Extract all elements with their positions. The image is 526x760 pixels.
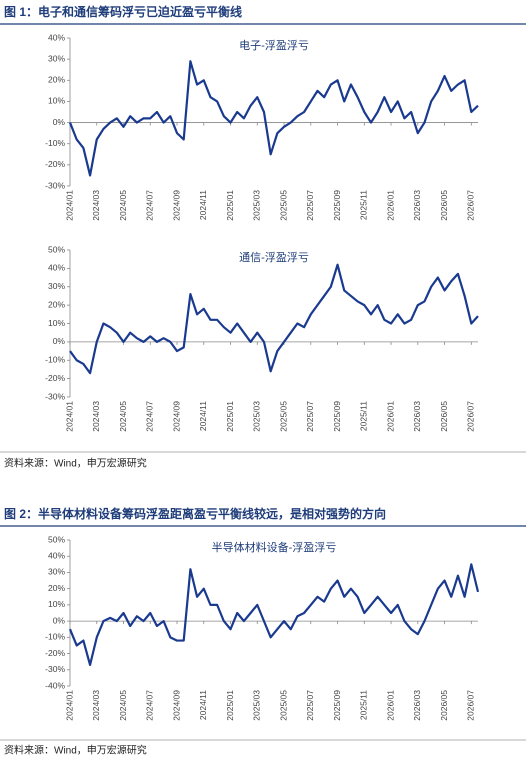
x-tick-label: 2025/03 (252, 401, 262, 432)
x-tick-label: 2025/01 (225, 690, 235, 721)
y-tick-label: 30% (48, 567, 65, 577)
y-tick-label: -20% (45, 648, 65, 658)
x-tick-label: 2024/03 (91, 190, 101, 221)
x-tick-label: 2024/01 (64, 190, 74, 221)
data-line (68, 60, 479, 177)
y-tick-label: -40% (45, 680, 65, 690)
chart-title: 通信-浮盈浮亏 (239, 251, 309, 264)
x-tick-label: 2024/11 (198, 690, 208, 720)
x-tick-label: 2026/01 (385, 190, 395, 221)
x-tick-label: 2026/07 (466, 690, 476, 721)
x-tick-label: 2024/05 (118, 690, 128, 721)
y-tick-label: 30% (48, 281, 65, 291)
x-tick-label: 2025/09 (332, 401, 342, 432)
x-tick-label: 2026/01 (385, 690, 395, 721)
x-tick-label: 2024/09 (171, 401, 181, 432)
x-tick-label: 2025/05 (278, 690, 288, 721)
y-tick-label: -20% (45, 373, 65, 383)
x-tick-label: 2025/07 (305, 190, 315, 221)
x-tick-label: 2026/03 (412, 190, 422, 221)
data-line (68, 563, 480, 667)
x-tick-label: 2024/01 (64, 690, 74, 721)
x-tick-label: 2024/11 (198, 190, 208, 220)
chart-title: 电子-浮盈浮亏 (239, 39, 309, 52)
x-tick-label: 2024/03 (91, 690, 101, 721)
y-tick-label: 0% (53, 615, 66, 625)
x-tick-label: 2024/09 (171, 690, 181, 721)
x-tick-label: 2026/07 (466, 190, 476, 221)
y-tick-label: 10% (48, 599, 65, 609)
y-tick-label: 40% (48, 550, 65, 560)
figure-caption: 图 1：电子和通信筹码浮亏已迫近盈亏平衡线 (4, 4, 242, 19)
x-tick-label: 2026/03 (412, 401, 422, 432)
figure-caption: 图 2：半导体材料设备筹码浮盈距离盈亏平衡线较远，是相对强势的方向 (4, 506, 386, 521)
y-tick-label: 40% (48, 32, 65, 42)
x-tick-label: 2025/09 (332, 190, 342, 221)
x-tick-label: 2025/03 (252, 690, 262, 721)
y-tick-label: -10% (45, 632, 65, 642)
x-tick-label: 2024/07 (145, 690, 155, 721)
y-tick-label: -20% (45, 159, 65, 169)
chart-title: 半导体材料设备-浮盈浮亏 (212, 540, 337, 554)
x-tick-label: 2025/05 (278, 401, 288, 432)
x-tick-label: 2024/05 (118, 401, 128, 432)
x-tick-label: 2025/09 (332, 690, 342, 721)
x-tick-label: 2025/01 (225, 401, 235, 432)
y-tick-label: -10% (45, 355, 65, 365)
figure-source: 资料来源：Wind，申万宏源研究 (4, 744, 147, 757)
y-tick-label: 0% (53, 117, 66, 127)
x-tick-label: 2024/07 (145, 190, 155, 221)
x-tick-label: 2024/11 (198, 401, 208, 431)
y-tick-label: -30% (45, 180, 65, 190)
x-tick-label: 2025/01 (225, 190, 235, 221)
y-tick-label: 50% (48, 244, 65, 254)
x-tick-label: 2025/11 (359, 190, 369, 220)
x-tick-label: 2026/03 (412, 690, 422, 721)
x-tick-label: 2024/09 (171, 190, 181, 221)
y-tick-label: 40% (48, 263, 65, 273)
y-tick-label: 0% (53, 336, 66, 346)
x-tick-label: 2026/01 (385, 401, 395, 432)
x-tick-label: 2026/05 (439, 190, 449, 221)
y-tick-label: 20% (48, 75, 65, 85)
x-tick-label: 2024/05 (118, 190, 128, 221)
x-tick-label: 2026/07 (466, 401, 476, 432)
x-tick-label: 2025/11 (359, 401, 369, 431)
figure-source: 资料来源：Wind，申万宏源研究 (4, 457, 147, 470)
x-tick-label: 2026/05 (439, 401, 449, 432)
y-tick-label: -30% (45, 391, 65, 401)
x-tick-label: 2025/03 (252, 190, 262, 221)
y-tick-label: -10% (45, 138, 65, 148)
x-tick-label: 2026/05 (439, 690, 449, 721)
x-tick-label: 2024/01 (64, 401, 74, 432)
x-tick-label: 2025/05 (278, 190, 288, 221)
y-tick-label: 30% (48, 53, 65, 63)
x-tick-label: 2025/11 (359, 690, 369, 720)
x-tick-label: 2024/03 (91, 401, 101, 432)
y-tick-label: 50% (48, 534, 65, 544)
y-tick-label: 20% (48, 299, 65, 309)
x-tick-label: 2025/07 (305, 401, 315, 432)
y-tick-label: 20% (48, 583, 65, 593)
y-tick-label: -30% (45, 664, 65, 674)
data-line (69, 263, 479, 375)
x-tick-label: 2025/07 (305, 690, 315, 721)
x-tick-label: 2024/07 (145, 401, 155, 432)
y-tick-label: 10% (48, 96, 65, 106)
y-tick-label: 10% (48, 318, 65, 328)
